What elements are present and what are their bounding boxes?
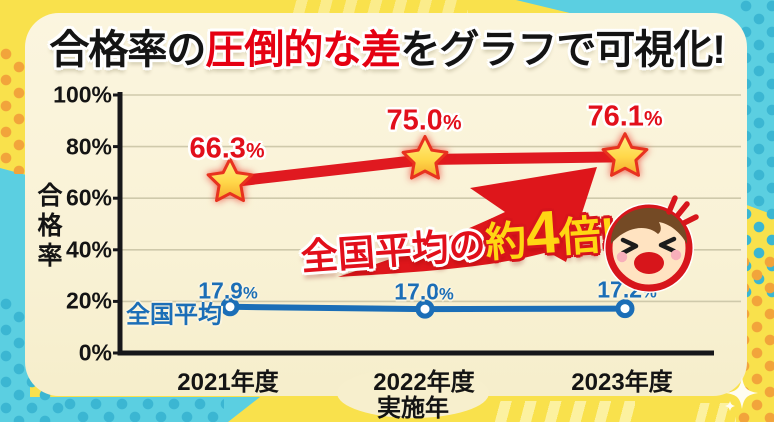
point-label-red-2022: 75.0% [386, 104, 462, 137]
stripe-pattern-bottom [487, 401, 635, 422]
annotation-4: 4 [523, 197, 562, 268]
annotation-yaku: 約 [483, 217, 528, 267]
title-post: をグラフで可視化! [400, 28, 725, 72]
title-pre: 合格率の [49, 28, 206, 72]
ytick-40: 40% [65, 236, 112, 263]
xtick-2021: 2021年度 [177, 369, 279, 396]
sparkle-icon [725, 377, 758, 411]
ytick-60: 60% [65, 184, 112, 211]
stripe-pattern-top [283, 0, 468, 13]
emphasis-dashes-icon [666, 195, 699, 226]
legend-national-average: 全国平均 [126, 301, 222, 329]
ytick-20: 20% [65, 287, 112, 314]
ytick-100: 100% [53, 81, 112, 108]
xtick-2023: 2023年度 [571, 369, 673, 396]
ytick-80: 80% [65, 133, 112, 160]
annotation-red-part: 全国平均の [299, 224, 487, 278]
point-label-blue-2021: 17.9% [198, 277, 258, 304]
xtick-2022: 2022年度 [373, 369, 475, 396]
x-axis-title: 実施年 [377, 395, 449, 422]
ytick-0: 0% [78, 339, 112, 366]
page-title: 合格率の 圧倒的な差 をグラフで可視化! [0, 17, 774, 75]
y-axis-title: 合格率 [34, 182, 62, 272]
title-highlight: 圧倒的な差 [205, 28, 401, 72]
winking-face-icon [604, 195, 699, 293]
chart-card-bump [337, 368, 489, 418]
point-label-blue-2022: 17.0% [394, 278, 454, 305]
stripe-pattern-bottom-right [690, 403, 736, 422]
point-label-red-2021: 66.3% [189, 132, 265, 165]
point-label-red-2023: 76.1% [587, 100, 663, 133]
